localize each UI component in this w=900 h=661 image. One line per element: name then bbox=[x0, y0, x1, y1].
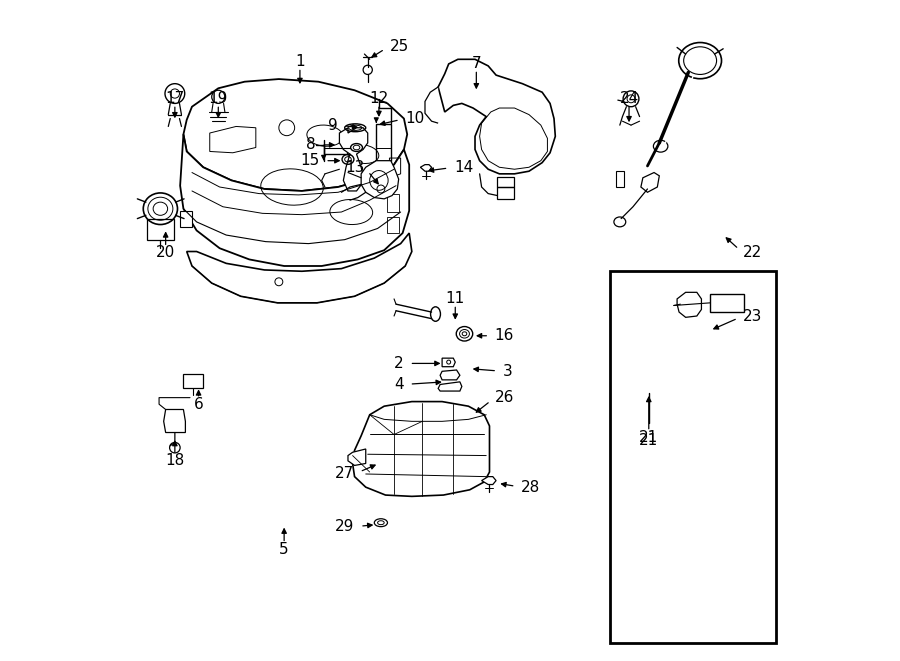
Text: 6: 6 bbox=[194, 397, 203, 412]
Text: 24: 24 bbox=[619, 91, 639, 106]
Polygon shape bbox=[180, 211, 192, 227]
Text: 28: 28 bbox=[521, 480, 540, 494]
Text: 14: 14 bbox=[454, 160, 473, 175]
Text: 16: 16 bbox=[495, 329, 514, 343]
Polygon shape bbox=[438, 59, 555, 174]
Text: 8: 8 bbox=[306, 137, 316, 153]
Polygon shape bbox=[186, 233, 412, 303]
Text: 19: 19 bbox=[209, 91, 228, 106]
Polygon shape bbox=[442, 358, 455, 367]
Bar bbox=[498, 187, 514, 199]
Polygon shape bbox=[420, 165, 432, 171]
Bar bbox=[184, 374, 203, 389]
Text: 3: 3 bbox=[503, 364, 512, 379]
Bar bbox=[376, 124, 391, 161]
Text: 29: 29 bbox=[335, 519, 355, 534]
Text: 27: 27 bbox=[336, 467, 355, 481]
Polygon shape bbox=[361, 161, 399, 199]
Text: 1: 1 bbox=[295, 54, 305, 69]
Polygon shape bbox=[482, 477, 496, 485]
Polygon shape bbox=[641, 173, 660, 192]
Polygon shape bbox=[353, 402, 490, 496]
Text: 21: 21 bbox=[639, 430, 659, 445]
Polygon shape bbox=[677, 292, 701, 317]
Text: 17: 17 bbox=[166, 91, 184, 106]
Text: 18: 18 bbox=[166, 453, 184, 469]
Text: 7: 7 bbox=[472, 56, 482, 71]
Text: 13: 13 bbox=[345, 160, 364, 175]
Text: 4: 4 bbox=[394, 377, 404, 392]
Text: 2: 2 bbox=[394, 356, 404, 371]
Text: 12: 12 bbox=[369, 91, 389, 106]
Polygon shape bbox=[339, 128, 368, 191]
Bar bbox=[498, 177, 514, 187]
Bar bbox=[388, 217, 400, 233]
Polygon shape bbox=[438, 382, 462, 391]
Bar bbox=[610, 271, 776, 643]
Bar bbox=[388, 194, 400, 212]
Text: 20: 20 bbox=[156, 245, 176, 260]
Text: 21: 21 bbox=[639, 432, 659, 447]
Text: 9: 9 bbox=[328, 118, 338, 133]
Text: 22: 22 bbox=[742, 245, 762, 260]
Polygon shape bbox=[180, 134, 410, 266]
Text: 15: 15 bbox=[301, 153, 320, 168]
Text: 11: 11 bbox=[446, 292, 465, 307]
Text: 26: 26 bbox=[495, 390, 514, 405]
Bar bbox=[616, 171, 624, 187]
Polygon shape bbox=[184, 79, 407, 191]
Polygon shape bbox=[440, 370, 460, 380]
Polygon shape bbox=[348, 449, 365, 465]
Polygon shape bbox=[425, 87, 438, 123]
Text: 23: 23 bbox=[742, 309, 762, 323]
Bar bbox=[148, 219, 174, 240]
Text: 25: 25 bbox=[390, 38, 409, 54]
Polygon shape bbox=[164, 409, 185, 432]
Text: 10: 10 bbox=[405, 111, 425, 126]
Bar bbox=[710, 293, 744, 312]
Text: 5: 5 bbox=[279, 541, 289, 557]
